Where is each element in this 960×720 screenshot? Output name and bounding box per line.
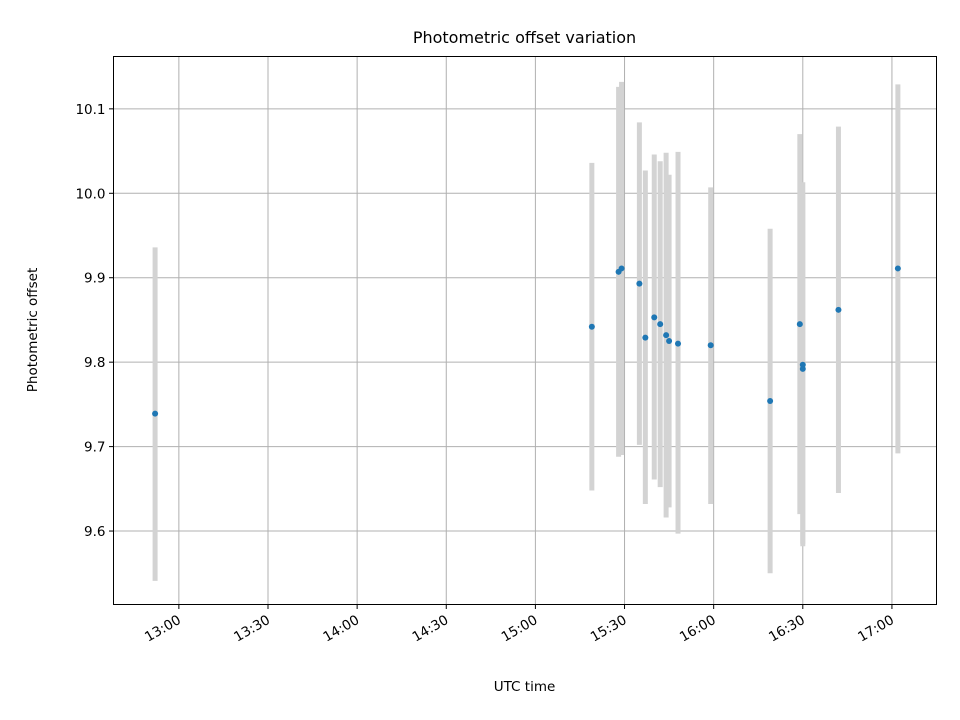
y-axis-ticks: 9.6 9.7 9.8 9.9 10.0 10.1 xyxy=(75,102,114,540)
data-point xyxy=(657,321,664,328)
data-point xyxy=(894,265,901,272)
data-point xyxy=(588,323,595,330)
y-tick-label: 9.6 xyxy=(84,524,105,540)
x-tick-label: 13:30 xyxy=(231,612,273,645)
data-point xyxy=(799,361,806,368)
x-tick-label: 17:00 xyxy=(855,612,897,645)
data-point xyxy=(767,398,774,405)
error-bars xyxy=(152,81,901,581)
x-tick-label: 16:30 xyxy=(766,612,808,645)
x-tick-label: 13:00 xyxy=(142,612,184,645)
chart-title: Photometric offset variation xyxy=(413,28,636,47)
x-tick-label: 16:00 xyxy=(677,612,719,645)
plot-frame xyxy=(113,56,937,605)
data-point xyxy=(642,334,649,341)
data-point xyxy=(835,306,842,313)
data-points xyxy=(152,265,901,417)
data-point xyxy=(636,280,643,287)
data-point xyxy=(707,342,714,349)
data-point xyxy=(651,314,658,321)
data-point xyxy=(152,410,159,417)
x-tick-label: 14:00 xyxy=(320,612,362,645)
data-point xyxy=(618,265,625,272)
y-tick-label: 10.0 xyxy=(75,186,105,202)
grid xyxy=(113,56,937,605)
data-point xyxy=(796,321,803,328)
x-tick-label: 14:30 xyxy=(410,612,452,645)
x-tick-label: 15:00 xyxy=(499,612,541,645)
x-tick-label: 15:30 xyxy=(588,612,630,645)
y-tick-label: 9.7 xyxy=(84,440,105,456)
x-axis-label: UTC time xyxy=(494,679,556,695)
data-point xyxy=(666,338,673,345)
x-axis-ticks: 13:00 13:30 14:00 14:30 15:00 15:30 16:00 16:30… xyxy=(142,604,897,645)
data-point xyxy=(799,365,806,372)
y-tick-label: 10.1 xyxy=(75,102,105,118)
y-tick-label: 9.9 xyxy=(84,271,105,287)
y-axis-label: Photometric offset xyxy=(25,268,41,392)
data-point xyxy=(663,332,670,339)
data-point xyxy=(675,340,682,347)
y-tick-label: 9.8 xyxy=(84,355,105,371)
